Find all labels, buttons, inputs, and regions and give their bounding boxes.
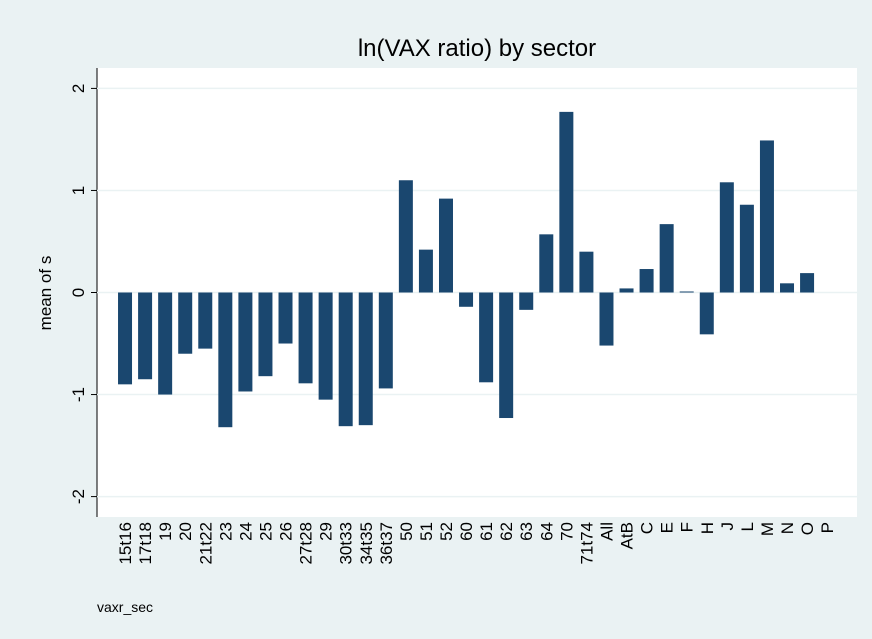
y-tick-label: -2 — [69, 489, 88, 504]
x-tick-label: 61 — [477, 522, 496, 541]
bar — [338, 292, 353, 427]
x-tick-label: 36t37 — [377, 522, 396, 565]
y-axis-title: mean of s — [36, 256, 55, 331]
bar — [759, 140, 774, 293]
x-tick-label: 20 — [176, 522, 195, 541]
x-tick-label: 25 — [256, 522, 275, 541]
bar — [800, 273, 815, 293]
bar — [198, 292, 213, 349]
x-tick-label: 21t22 — [196, 522, 215, 565]
x-tick-label: 60 — [457, 522, 476, 541]
x-tick-label: 34t35 — [357, 522, 376, 565]
bar — [659, 224, 674, 293]
x-tick-label: J — [718, 522, 737, 531]
x-tick-label: 52 — [437, 522, 456, 541]
bar — [459, 292, 474, 307]
bar — [579, 251, 594, 293]
x-tick-label: E — [658, 522, 677, 533]
x-tick-label: 64 — [537, 522, 556, 541]
bar — [559, 111, 574, 293]
x-tick-label: F — [678, 522, 697, 532]
bar — [719, 182, 734, 293]
bar — [679, 291, 694, 293]
x-tick-label: 71t74 — [577, 522, 596, 565]
bar — [479, 292, 494, 383]
x-tick-label: M — [758, 522, 777, 536]
x-tick-label: 19 — [156, 522, 175, 541]
x-tick-label: 63 — [517, 522, 536, 541]
x-tick-label: L — [738, 522, 757, 531]
y-tick-label: 0 — [69, 288, 88, 297]
bar — [780, 283, 795, 293]
bar — [619, 288, 634, 293]
x-tick-label: All — [597, 522, 616, 541]
x-tick-label: 50 — [397, 522, 416, 541]
bar — [378, 292, 393, 389]
bar — [398, 180, 413, 293]
bar — [739, 204, 754, 293]
x-tick-label: 51 — [417, 522, 436, 541]
bar — [418, 249, 433, 293]
bar — [278, 292, 293, 344]
x-tick-label: 15t16 — [116, 522, 135, 565]
bar — [599, 292, 614, 346]
x-tick-label: 62 — [497, 522, 516, 541]
x-tick-label: 23 — [216, 522, 235, 541]
bar — [699, 292, 714, 335]
x-tick-label: O — [798, 522, 817, 535]
x-axis-title: vaxr_sec — [97, 599, 153, 615]
bar — [138, 292, 153, 380]
bar — [358, 292, 373, 426]
x-tick-label: 17t18 — [136, 522, 155, 565]
bar — [238, 292, 253, 392]
chart-title: ln(VAX ratio) by sector — [358, 35, 596, 62]
y-tick-label: -1 — [69, 387, 88, 402]
x-tick-label: H — [698, 522, 717, 534]
x-tick-label: 26 — [277, 522, 296, 541]
bar — [158, 292, 173, 395]
bar — [118, 292, 133, 385]
x-tick-label: AtB — [618, 522, 637, 549]
x-tick-label: 24 — [236, 522, 255, 541]
y-tick-label: 1 — [69, 186, 88, 195]
bar — [499, 292, 514, 419]
x-tick-label: 30t33 — [337, 522, 356, 565]
y-tick-label: 2 — [69, 84, 88, 93]
bar — [639, 269, 654, 293]
bar — [298, 292, 313, 384]
bar — [539, 234, 554, 293]
bar — [218, 292, 233, 428]
x-tick-label: P — [818, 522, 837, 533]
x-tick-label: 70 — [557, 522, 576, 541]
bar — [318, 292, 333, 400]
bar — [178, 292, 193, 354]
x-tick-label: 29 — [317, 522, 336, 541]
bar — [519, 292, 534, 310]
x-tick-label: C — [638, 522, 657, 534]
bar — [258, 292, 273, 377]
x-tick-label: 27t28 — [297, 522, 316, 565]
x-tick-label: N — [778, 522, 797, 534]
bar — [438, 198, 453, 293]
